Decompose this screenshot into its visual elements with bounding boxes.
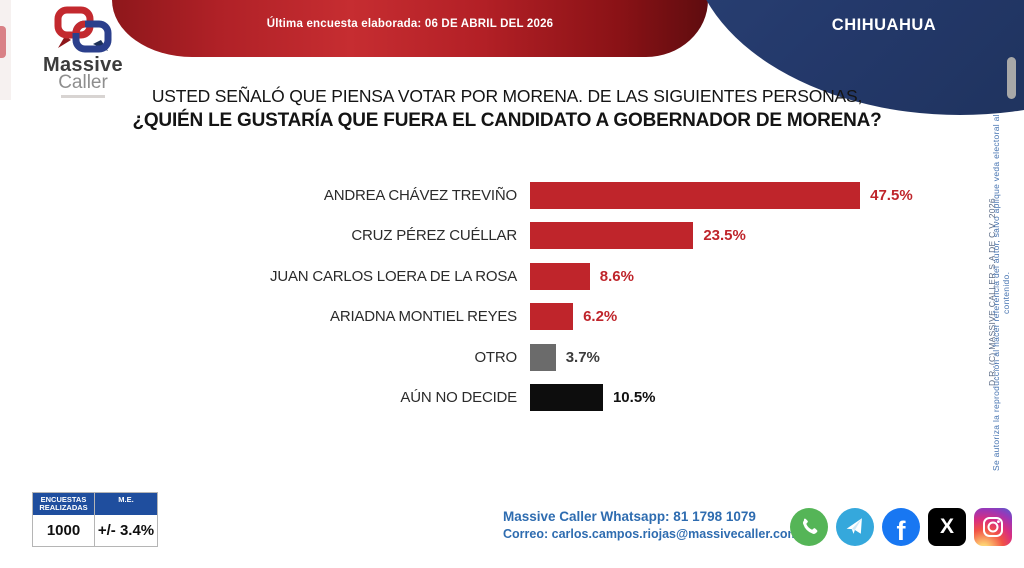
candidate-label: ANDREA CHÁVEZ TREVIÑO bbox=[323, 187, 517, 204]
result-value: 47.5% bbox=[870, 187, 913, 204]
result-bar bbox=[530, 262, 590, 290]
result-bar bbox=[530, 222, 694, 250]
social-icons: f X bbox=[790, 508, 1012, 546]
sample-stats-table: ENCUESTAS REALIZADAS M.E. 1000 +/- 3.4% bbox=[32, 492, 158, 547]
logo-text-caller: Caller bbox=[58, 72, 108, 93]
candidate-label: ARIADNA MONTIEL REYES bbox=[330, 308, 517, 326]
result-value: 3.7% bbox=[565, 348, 600, 366]
result-bar bbox=[530, 303, 574, 331]
me-header-cell: M.E. bbox=[118, 495, 134, 504]
question-line2: ¿QUIÉN LE GUSTARÍA QUE FUERA EL CANDIDAT… bbox=[132, 110, 882, 131]
result-value: 10.5% bbox=[612, 389, 656, 406]
candidate-label: OTRO bbox=[474, 348, 517, 366]
question-title: USTED SEÑALÓ QUE PIENSA VOTAR POR MORENA… bbox=[0, 86, 1014, 132]
whatsapp-icon[interactable] bbox=[790, 508, 828, 546]
result-bar bbox=[530, 182, 861, 209]
x-icon[interactable]: X bbox=[928, 508, 966, 546]
contact-info: Massive Caller Whatsapp: 81 1798 1079 Co… bbox=[503, 508, 799, 543]
left-edge-artifact bbox=[0, 26, 6, 58]
candidate-label: CRUZ PÉREZ CUÉLLAR bbox=[351, 227, 517, 245]
me-value-cell: +/- 3.4% bbox=[97, 522, 155, 539]
whatsapp-contact: Massive Caller Whatsapp: 81 1798 1079 bbox=[503, 509, 756, 524]
candidate-label: JUAN CARLOS LOERA DE LA ROSA bbox=[270, 267, 517, 285]
result-value: 6.2% bbox=[583, 308, 618, 326]
telegram-icon[interactable] bbox=[836, 508, 874, 546]
state-name: CHIHUAHUA bbox=[831, 16, 937, 34]
logo-text-massive: Massive bbox=[43, 54, 123, 76]
disclaimer-vertical-text: Se autoriza la reproducción al hacer ref… bbox=[991, 114, 1011, 471]
result-bar bbox=[530, 343, 556, 371]
instagram-icon[interactable] bbox=[974, 508, 1012, 546]
bar-row: ARIADNA MONTIEL REYES 6.2% bbox=[0, 303, 1014, 331]
result-bar bbox=[530, 384, 603, 411]
candidate-label: AÚN NO DECIDE bbox=[400, 389, 517, 406]
bar-row: JUAN CARLOS LOERA DE LA ROSA 8.6% bbox=[0, 262, 1014, 290]
chat-bubbles-icon bbox=[54, 6, 112, 53]
encuestas-value-cell: 1000 bbox=[33, 515, 95, 546]
bar-row: CRUZ PÉREZ CUÉLLAR 23.5% bbox=[0, 222, 1014, 250]
bar-chart: ANDREA CHÁVEZ TREVIÑO 47.5% CRUZ PÉREZ CUÉ… bbox=[0, 182, 1014, 432]
result-value: 8.6% bbox=[599, 267, 634, 285]
header-ribbon: Última encuesta elaborada: 06 DE ABRIL D… bbox=[112, 0, 708, 57]
stats-table-header: ENCUESTAS REALIZADAS M.E. bbox=[33, 493, 157, 515]
bar-row: OTRO 3.7% bbox=[0, 343, 1014, 371]
bar-row: AÚN NO DECIDE 10.5% bbox=[0, 384, 1014, 411]
logo-tagline bbox=[61, 95, 105, 98]
stats-table-values: 1000 +/- 3.4% bbox=[33, 515, 157, 546]
survey-date-text: Última encuesta elaborada: 06 DE ABRIL D… bbox=[266, 17, 554, 30]
email-contact: Correo: carlos.campos.riojas@massivecall… bbox=[503, 527, 799, 541]
scrollbar-thumb[interactable] bbox=[1007, 57, 1016, 99]
facebook-icon[interactable]: f bbox=[882, 508, 920, 546]
question-line1: USTED SEÑALÓ QUE PIENSA VOTAR POR MORENA… bbox=[151, 86, 863, 106]
bar-row: ANDREA CHÁVEZ TREVIÑO 47.5% bbox=[0, 182, 1014, 209]
encuestas-header-cell: ENCUESTAS REALIZADAS bbox=[33, 493, 95, 515]
result-value: 23.5% bbox=[703, 227, 746, 245]
massive-caller-logo: Massive Caller bbox=[28, 6, 138, 98]
